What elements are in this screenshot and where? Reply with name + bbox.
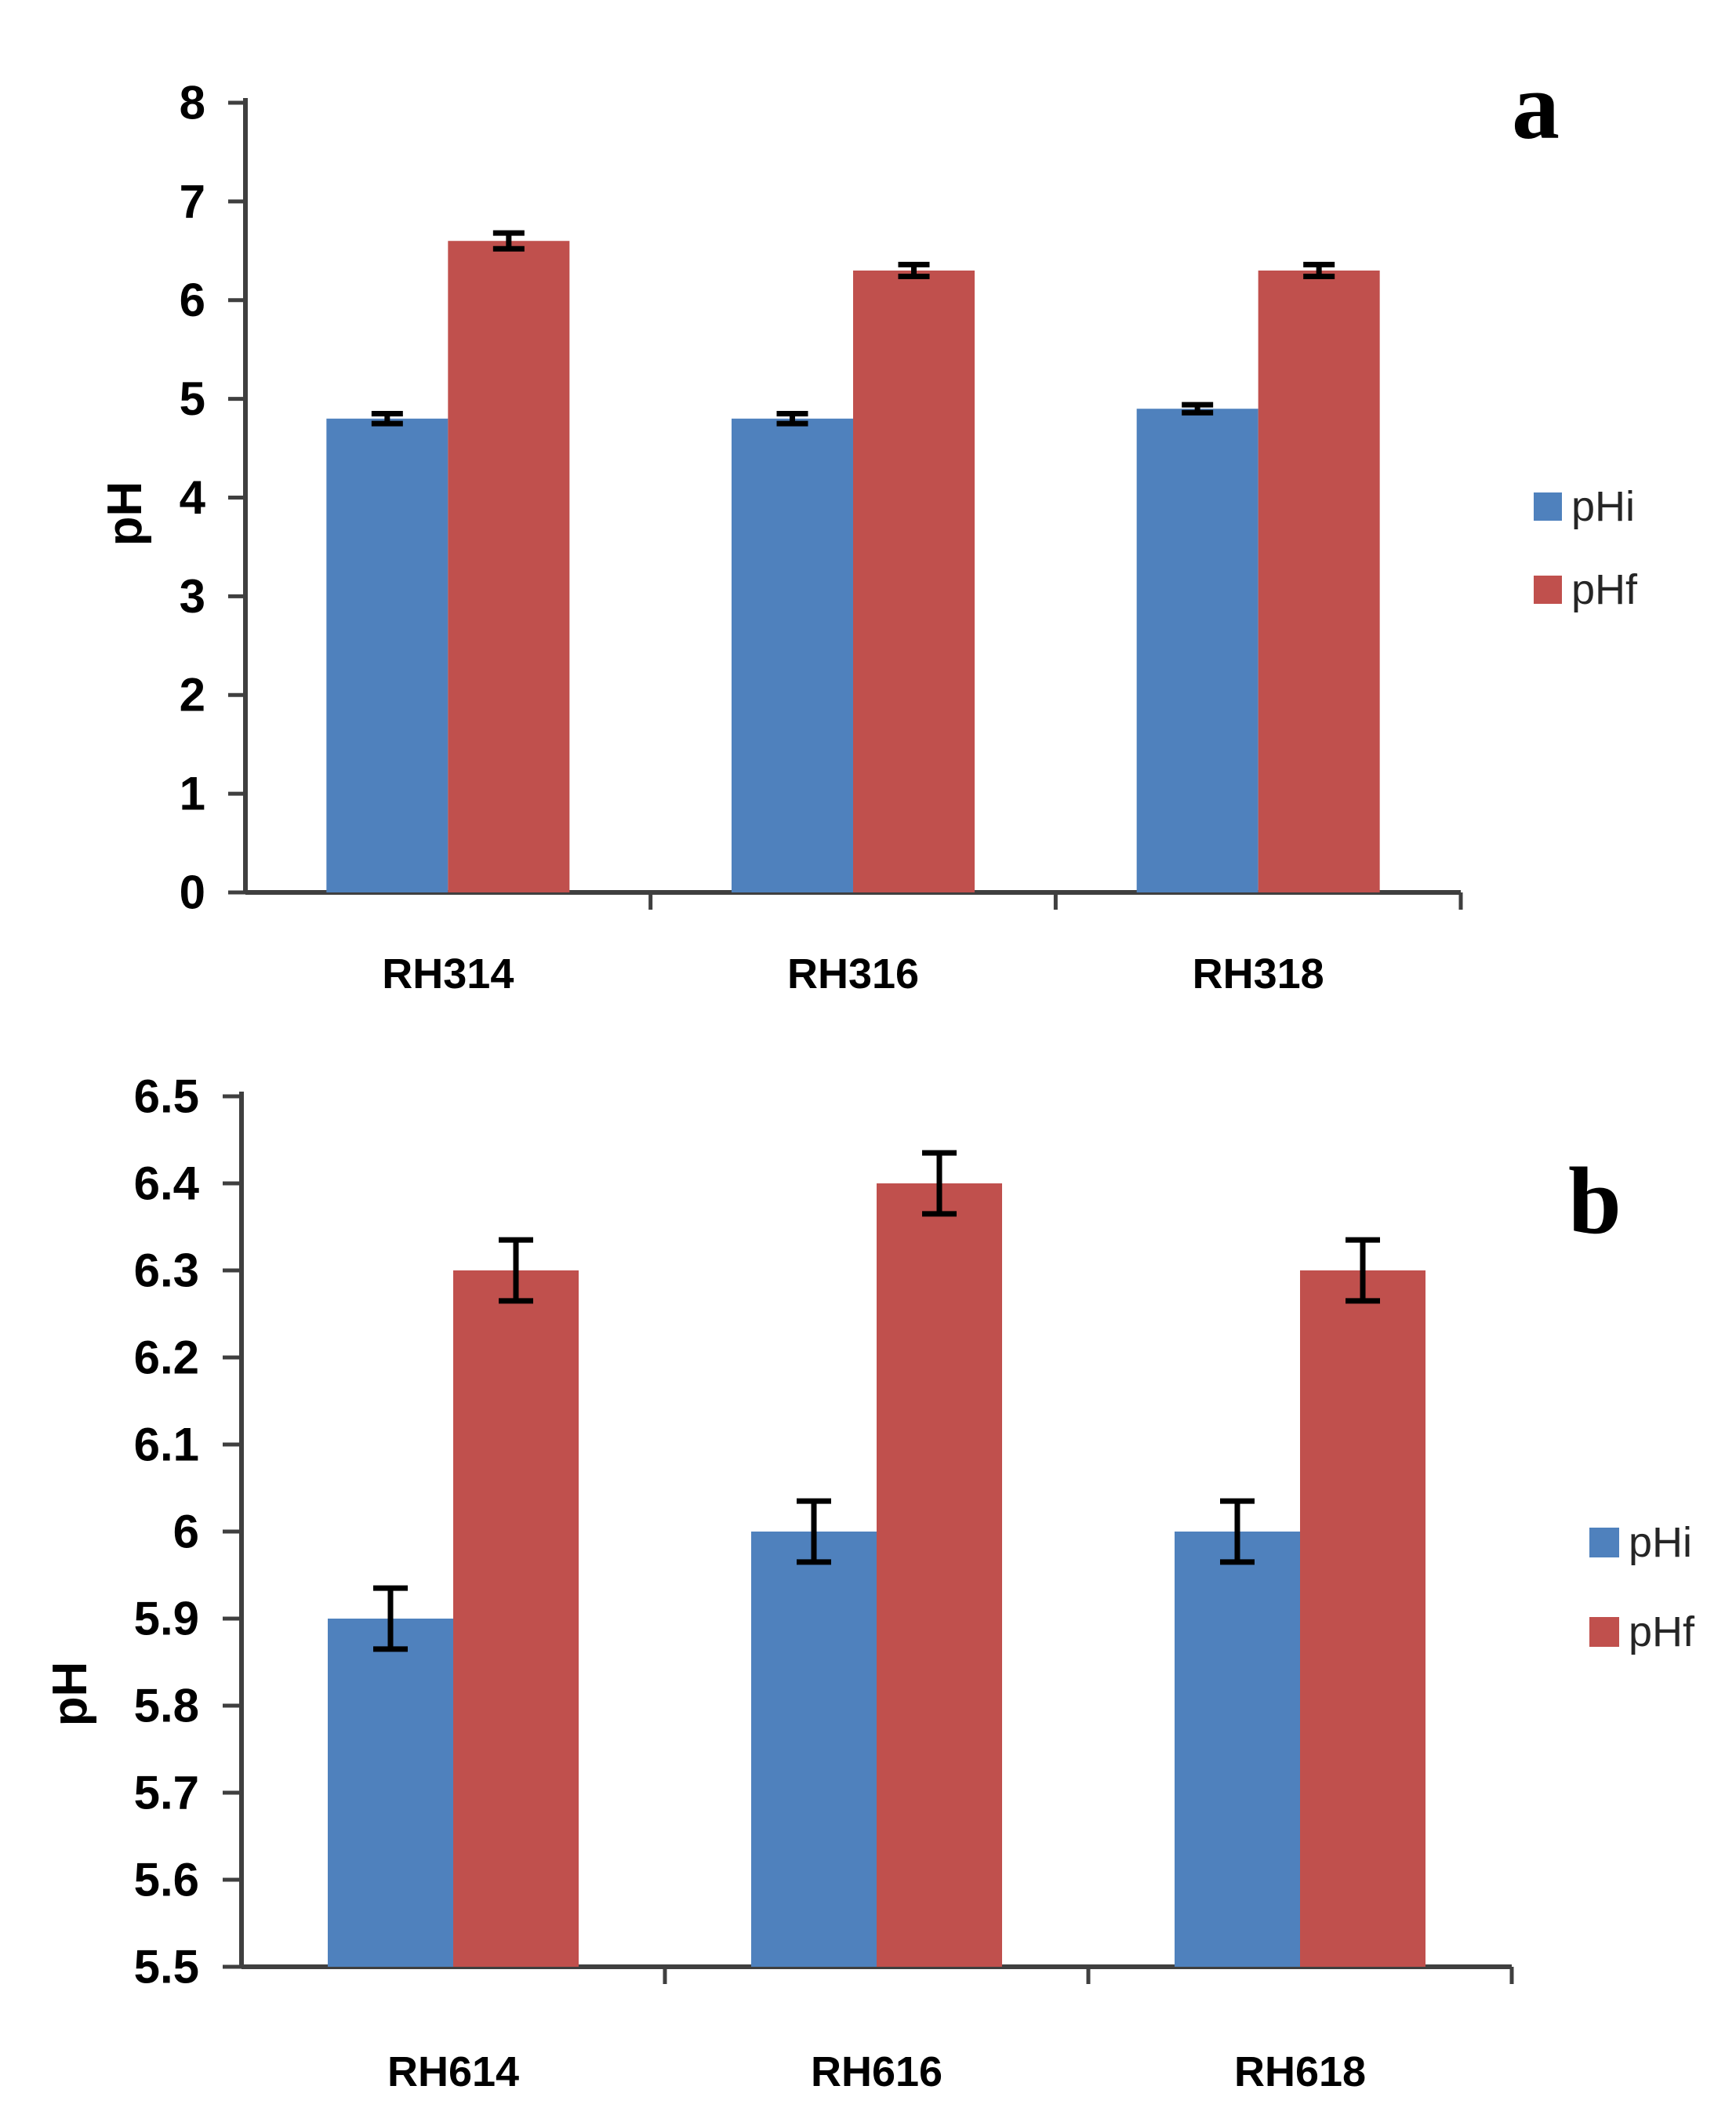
chart-a-y-tick-label: 7 <box>180 175 205 227</box>
bar-pHf-RH318 <box>1258 270 1380 892</box>
bar-pHi-RH616 <box>751 1532 877 1967</box>
chart-a-category-label: RH314 <box>382 950 514 998</box>
bar-pHi-RH316 <box>732 418 853 892</box>
legend-swatch-pHi <box>1534 492 1562 521</box>
chart-b-y-tick-label: 5.8 <box>134 1679 199 1732</box>
chart-a-category-label: RH316 <box>787 950 919 998</box>
legend-label-pHf: pHf <box>1571 566 1638 613</box>
legend-swatch-pHf <box>1534 576 1562 604</box>
chart-a-y-tick-label: 4 <box>180 471 206 524</box>
bar-pHf-RH314 <box>448 241 570 893</box>
bar-pHi-RH318 <box>1136 409 1258 892</box>
bar-pHf-RH614 <box>453 1270 579 1967</box>
chart-b-y-tick-label: 6.5 <box>134 1070 199 1122</box>
chart-a-y-tick-label: 8 <box>180 76 205 129</box>
chart-b-y-tick-label: 6.2 <box>134 1331 199 1383</box>
legend-label-pHi: pHi <box>1629 1519 1692 1566</box>
legend-label-pHf: pHf <box>1629 1608 1695 1655</box>
bar-pHi-RH614 <box>328 1619 453 1967</box>
chart-b-category-label: RH616 <box>811 2048 942 2095</box>
legend-label-pHi: pHi <box>1571 483 1635 530</box>
legend-swatch-pHi <box>1589 1528 1619 1557</box>
chart-b-category-label: RH618 <box>1234 2048 1366 2095</box>
chart-b-y-tick-label: 6.4 <box>134 1157 200 1209</box>
chart-b-y-tick-label: 5.5 <box>134 1940 199 1993</box>
chart-b-y-tick-label: 6.3 <box>134 1244 199 1296</box>
bar-pHi-RH618 <box>1175 1532 1300 1967</box>
panel-letter-a: a <box>1512 53 1560 159</box>
bar-pHi-RH314 <box>326 418 449 892</box>
panel-letter-b: b <box>1568 1148 1622 1254</box>
bar-pHf-RH616 <box>877 1183 1002 1967</box>
chart-b-y-tick-label: 6 <box>173 1505 199 1557</box>
legend-swatch-pHf <box>1589 1617 1619 1647</box>
chart-b-y-tick-label: 5.9 <box>134 1592 199 1644</box>
chart-b-y-tick-label: 5.6 <box>134 1853 199 1906</box>
chart-a-y-tick-label: 1 <box>180 768 205 820</box>
bar-pHf-RH618 <box>1300 1270 1425 1967</box>
chart-a-category-label: RH318 <box>1193 950 1324 998</box>
chart-a-y-tick-label: 3 <box>180 570 205 623</box>
chart-a-y-tick-label: 2 <box>180 669 205 721</box>
chart-a-y-tick-label: 6 <box>180 274 205 326</box>
chart-b-y-axis-title: pH <box>43 1662 97 1727</box>
chart-b-y-tick-label: 6.1 <box>134 1418 199 1470</box>
chart-b-category-label: RH614 <box>387 2048 519 2095</box>
chart-a-y-tick-label: 5 <box>180 372 205 425</box>
bar-pHf-RH316 <box>853 270 975 892</box>
chart-b-y-tick-label: 5.7 <box>134 1766 199 1819</box>
chart-a-y-tick-label: 0 <box>180 866 205 918</box>
chart-a-y-axis-title: pH <box>98 482 152 547</box>
